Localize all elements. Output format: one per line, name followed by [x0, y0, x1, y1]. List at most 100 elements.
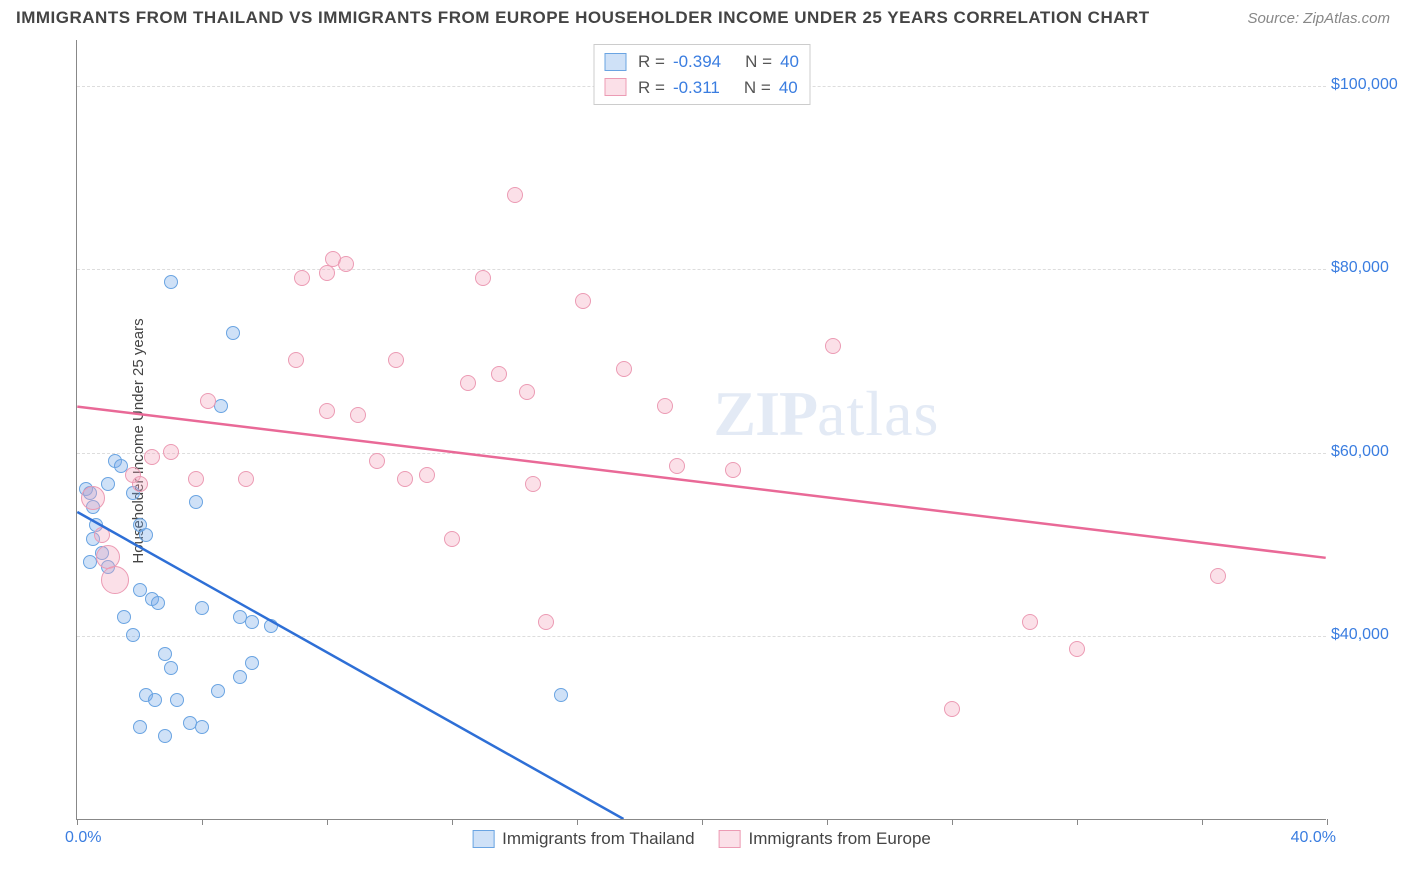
- legend-label-europe: Immigrants from Europe: [749, 829, 931, 849]
- data-point-europe: [94, 527, 110, 543]
- x-tick: [577, 819, 578, 825]
- data-point-europe: [319, 265, 335, 281]
- data-point-thailand: [117, 610, 131, 624]
- y-tick-label: $40,000: [1331, 626, 1406, 644]
- n-label: N =: [744, 75, 771, 101]
- data-point-europe: [475, 270, 491, 286]
- data-point-thailand: [170, 693, 184, 707]
- x-tick: [77, 819, 78, 825]
- data-point-thailand: [195, 720, 209, 734]
- data-point-thailand: [245, 615, 259, 629]
- data-point-europe: [163, 444, 179, 460]
- data-point-europe: [132, 476, 148, 492]
- data-point-thailand: [554, 688, 568, 702]
- grid-line: [77, 636, 1326, 637]
- watermark: ZIPatlas: [713, 377, 939, 451]
- data-point-europe: [144, 449, 160, 465]
- data-point-europe: [825, 338, 841, 354]
- data-point-europe: [338, 256, 354, 272]
- data-point-europe: [1210, 568, 1226, 584]
- data-point-thailand: [126, 628, 140, 642]
- trend-line-europe: [77, 407, 1325, 558]
- legend-item-europe: Immigrants from Europe: [719, 829, 931, 849]
- x-tick: [952, 819, 953, 825]
- data-point-europe: [388, 352, 404, 368]
- data-point-thailand: [148, 693, 162, 707]
- stats-row-thailand: R = -0.394 N = 40: [604, 49, 799, 75]
- data-point-europe: [101, 566, 129, 594]
- data-point-europe: [1022, 614, 1038, 630]
- data-point-thailand: [158, 647, 172, 661]
- grid-line: [77, 269, 1326, 270]
- data-point-thailand: [83, 555, 97, 569]
- x-tick: [702, 819, 703, 825]
- series-legend: Immigrants from Thailand Immigrants from …: [472, 829, 931, 849]
- data-point-europe: [319, 403, 335, 419]
- data-point-thailand: [164, 661, 178, 675]
- legend-label-thailand: Immigrants from Thailand: [502, 829, 694, 849]
- data-point-thailand: [151, 596, 165, 610]
- data-point-thailand: [133, 720, 147, 734]
- data-point-europe: [944, 701, 960, 717]
- data-point-europe: [188, 471, 204, 487]
- chart-title: IMMIGRANTS FROM THAILAND VS IMMIGRANTS F…: [16, 8, 1150, 28]
- data-point-thailand: [226, 326, 240, 340]
- data-point-europe: [538, 614, 554, 630]
- data-point-europe: [525, 476, 541, 492]
- x-tick: [1077, 819, 1078, 825]
- data-point-thailand: [133, 583, 147, 597]
- x-tick: [1202, 819, 1203, 825]
- data-point-thailand: [164, 275, 178, 289]
- data-point-europe: [669, 458, 685, 474]
- r-value-europe: -0.311: [673, 75, 720, 101]
- data-point-europe: [369, 453, 385, 469]
- data-point-thailand: [245, 656, 259, 670]
- data-point-europe: [294, 270, 310, 286]
- stats-legend: R = -0.394 N = 40 R = -0.311 N = 40: [593, 44, 810, 105]
- data-point-europe: [81, 486, 105, 510]
- data-point-europe: [397, 471, 413, 487]
- x-tick: [327, 819, 328, 825]
- r-label: R =: [638, 49, 665, 75]
- data-point-europe: [1069, 641, 1085, 657]
- data-point-europe: [616, 361, 632, 377]
- data-point-europe: [444, 531, 460, 547]
- data-point-europe: [200, 393, 216, 409]
- chart-area: Householder Income Under 25 years ZIPatl…: [56, 40, 1386, 842]
- source-label: Source: ZipAtlas.com: [1247, 10, 1390, 27]
- data-point-europe: [575, 293, 591, 309]
- grid-line: [77, 453, 1326, 454]
- r-label: R =: [638, 75, 665, 101]
- data-point-thailand: [233, 670, 247, 684]
- data-point-europe: [460, 375, 476, 391]
- x-tick: [1327, 819, 1328, 825]
- legend-swatch-thailand: [604, 53, 626, 71]
- data-point-thailand: [158, 729, 172, 743]
- legend-swatch-thailand: [472, 830, 494, 848]
- data-point-europe: [288, 352, 304, 368]
- trend-lines: [77, 40, 1326, 819]
- legend-item-thailand: Immigrants from Thailand: [472, 829, 694, 849]
- r-value-thailand: -0.394: [673, 49, 721, 75]
- data-point-thailand: [195, 601, 209, 615]
- data-point-europe: [657, 398, 673, 414]
- x-axis-min-label: 0.0%: [65, 829, 101, 847]
- y-tick-label: $60,000: [1331, 443, 1406, 461]
- legend-swatch-europe: [604, 78, 626, 96]
- data-point-europe: [350, 407, 366, 423]
- y-tick-label: $100,000: [1331, 76, 1406, 94]
- data-point-europe: [519, 384, 535, 400]
- stats-row-europe: R = -0.311 N = 40: [604, 75, 799, 101]
- data-point-thailand: [189, 495, 203, 509]
- n-value-thailand: 40: [780, 49, 799, 75]
- data-point-europe: [419, 467, 435, 483]
- data-point-europe: [238, 471, 254, 487]
- y-tick-label: $80,000: [1331, 259, 1406, 277]
- data-point-europe: [725, 462, 741, 478]
- legend-swatch-europe: [719, 830, 741, 848]
- x-axis-max-label: 40.0%: [1291, 829, 1336, 847]
- data-point-thailand: [264, 619, 278, 633]
- n-label: N =: [745, 49, 772, 75]
- n-value-europe: 40: [779, 75, 798, 101]
- trend-line-thailand: [77, 512, 623, 819]
